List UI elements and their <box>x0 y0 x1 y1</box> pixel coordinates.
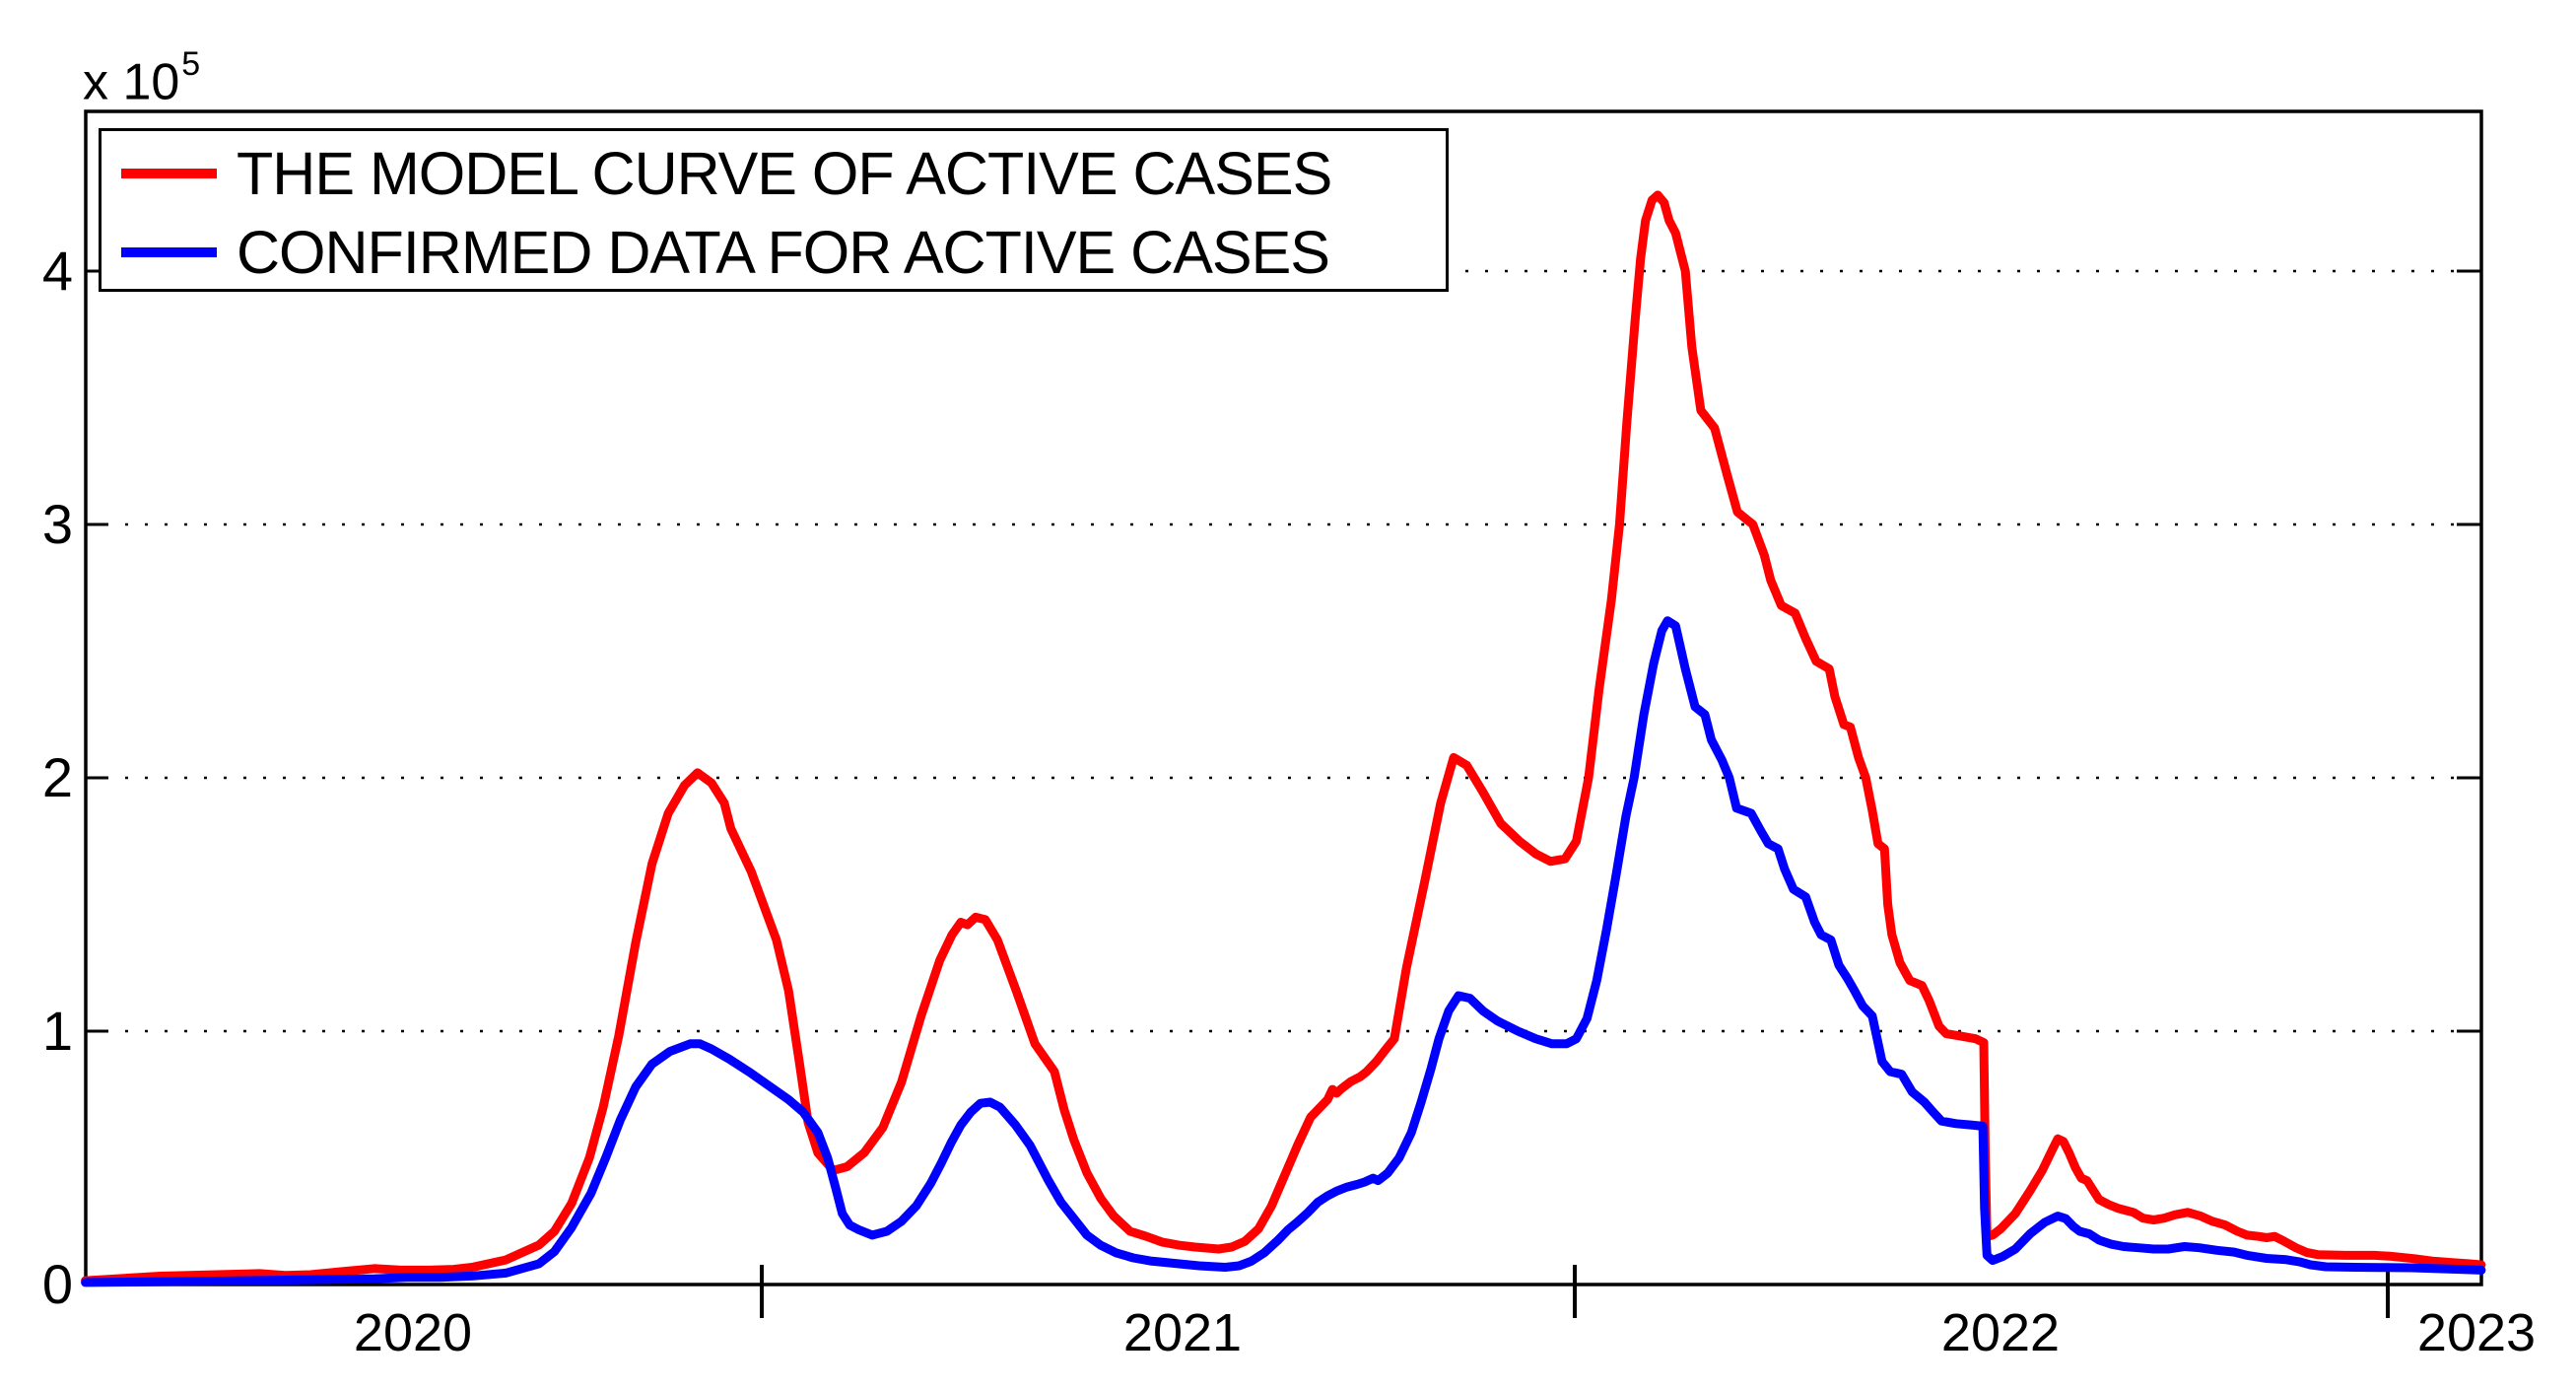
x-tick-label-2021: 2021 <box>1122 1303 1243 1362</box>
legend-line-swatch-blue <box>121 247 217 257</box>
y-axis-multiplier-exponent: 5 <box>181 45 201 83</box>
y-axis-multiplier-base: x 10 <box>83 53 180 111</box>
curve-confirmed-active-cases <box>81 616 2486 1287</box>
x-tick-label-2020: 2020 <box>353 1303 473 1362</box>
y-tick-label-1: 1 <box>41 1000 73 1062</box>
x-tick-label-2023: 2023 <box>2416 1303 2537 1362</box>
curve-model-active-cases <box>81 190 2486 1286</box>
y-axis-multiplier: x 105 <box>83 45 200 111</box>
legend-label-confirmed: CONFIRMED DATA FOR ACTIVE CASES <box>237 219 1330 286</box>
legend-label-model: THE MODEL CURVE OF ACTIVE CASES <box>237 140 1332 207</box>
y-tick-label-3: 3 <box>41 493 73 555</box>
legend-box: THE MODEL CURVE OF ACTIVE CASES CONFIRME… <box>99 128 1449 292</box>
y-tick-label-4: 4 <box>41 240 73 302</box>
plot-border <box>84 109 2483 1286</box>
y-tick-label-2: 2 <box>41 746 73 808</box>
x-tick-label-2022: 2022 <box>1940 1303 2061 1362</box>
legend-line-swatch-red <box>121 169 217 178</box>
y-tick-label-0: 0 <box>41 1253 73 1315</box>
